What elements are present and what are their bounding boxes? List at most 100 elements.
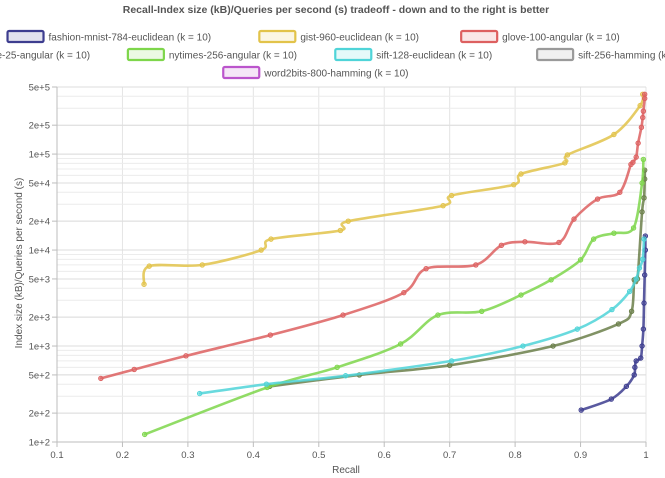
x-tick-label: 1 bbox=[643, 450, 648, 461]
legend-label: glove-100-angular (k = 10) bbox=[502, 33, 620, 44]
series-line bbox=[579, 234, 647, 412]
data-point bbox=[611, 131, 617, 138]
data-point bbox=[520, 343, 526, 349]
data-point bbox=[196, 390, 203, 397]
data-point bbox=[637, 102, 643, 109]
data-point bbox=[511, 181, 517, 188]
data-point bbox=[639, 343, 645, 349]
legend-item-sift-128-euclidean: sift-128-euclidean (k = 10) bbox=[334, 47, 492, 62]
data-point bbox=[615, 321, 622, 327]
x-axis-label: Recall bbox=[332, 465, 360, 476]
y-tick-label: 5e+2 bbox=[29, 370, 50, 381]
x-tick-label: 0.6 bbox=[378, 450, 391, 461]
data-point bbox=[640, 114, 646, 121]
series-line bbox=[198, 237, 646, 395]
data-point bbox=[473, 262, 479, 268]
data-point bbox=[611, 230, 617, 236]
data-point bbox=[401, 289, 407, 296]
data-point bbox=[435, 312, 441, 318]
data-point bbox=[617, 189, 623, 195]
series-line bbox=[143, 158, 645, 436]
legend-label: nytimes-256-angular (k = 10) bbox=[169, 51, 297, 62]
legend-label: gist-960-euclidean (k = 10) bbox=[300, 33, 419, 44]
data-point bbox=[345, 218, 351, 224]
y-tick-label: 2e+4 bbox=[29, 217, 50, 228]
legend-swatch bbox=[460, 29, 499, 44]
data-point bbox=[562, 160, 568, 166]
legend-item-sift-256-hamming: sift-256-hamming (k = 10) bbox=[536, 47, 665, 62]
data-point bbox=[641, 195, 647, 201]
x-tick-label: 0.4 bbox=[247, 450, 260, 461]
data-point bbox=[577, 257, 584, 263]
data-point bbox=[479, 308, 485, 315]
legend-item-glove-25-angular: glove-25-angular (k = 10) bbox=[0, 51, 90, 62]
data-point bbox=[98, 375, 104, 382]
legend-swatch bbox=[536, 47, 575, 62]
data-point bbox=[630, 159, 636, 166]
data-point bbox=[550, 343, 556, 349]
data-point bbox=[423, 265, 429, 272]
legend-label: sift-256-hamming (k = 10) bbox=[578, 51, 665, 62]
data-point bbox=[267, 332, 274, 338]
data-point bbox=[578, 407, 584, 413]
y-tick-label: 5e+4 bbox=[29, 178, 50, 189]
data-point bbox=[146, 263, 152, 269]
data-point bbox=[641, 272, 648, 278]
legend-swatch bbox=[222, 65, 261, 80]
data-point bbox=[340, 312, 346, 318]
series-glove-100-angular bbox=[98, 91, 648, 382]
data-point bbox=[548, 277, 554, 283]
x-tick-label: 0.7 bbox=[443, 450, 456, 461]
legend-item-gist-960-euclidean: gist-960-euclidean (k = 10) bbox=[258, 29, 419, 44]
data-point bbox=[630, 225, 637, 231]
data-point bbox=[183, 353, 189, 359]
y-axis-label: Index size (kB)/Queries per second (s) bbox=[14, 178, 25, 349]
legend-label: sift-128-euclidean (k = 10) bbox=[376, 51, 492, 62]
data-point bbox=[518, 292, 524, 298]
grid bbox=[56, 86, 647, 443]
data-point bbox=[608, 396, 615, 402]
data-point bbox=[641, 91, 648, 97]
legend: fashion-mnist-784-euclidean (k = 10) gist… bbox=[0, 29, 665, 80]
data-point bbox=[635, 140, 641, 146]
legend-label: glove-25-angular (k = 10) bbox=[0, 51, 90, 62]
data-point bbox=[397, 341, 404, 347]
legend-item-word2bits-800-hamming: word2bits-800-hamming (k = 10) bbox=[222, 65, 408, 80]
data-point bbox=[564, 152, 571, 158]
data-point bbox=[446, 362, 453, 368]
legend-swatch bbox=[6, 29, 45, 44]
data-point bbox=[337, 227, 344, 234]
data-point bbox=[448, 358, 455, 364]
series-line bbox=[142, 93, 645, 286]
y-tick-label: 5e+5 bbox=[29, 83, 50, 94]
data-point bbox=[574, 326, 580, 332]
data-point bbox=[141, 431, 148, 438]
data-point bbox=[342, 373, 349, 379]
data-point bbox=[594, 196, 601, 202]
data-point bbox=[609, 306, 615, 313]
data-point bbox=[626, 288, 633, 295]
y-tick-label: 5e+3 bbox=[29, 274, 50, 285]
data-point bbox=[628, 308, 635, 315]
legend-swatch bbox=[334, 47, 373, 62]
legend-swatch bbox=[126, 47, 165, 62]
data-point bbox=[556, 239, 562, 246]
data-point bbox=[623, 383, 630, 390]
series-sift-128-euclidean bbox=[196, 236, 647, 397]
data-point bbox=[131, 366, 137, 373]
data-point bbox=[633, 358, 639, 364]
data-point bbox=[632, 364, 638, 371]
legend-label: word2bits-800-hamming (k = 10) bbox=[263, 69, 408, 80]
legend-item-glove-100-angular: glove-100-angular (k = 10) bbox=[460, 29, 620, 44]
y-tick-label: 2e+3 bbox=[29, 313, 50, 324]
data-point bbox=[639, 209, 645, 215]
data-point bbox=[638, 124, 645, 131]
data-point bbox=[522, 239, 528, 245]
x-tick-label: 0.2 bbox=[116, 450, 129, 461]
y-tick-label: 1e+5 bbox=[29, 150, 50, 161]
x-tick-label: 0.8 bbox=[509, 450, 522, 461]
axes: 0.1 0.2 0.3 0.4 0.5 0.6 0.7 0.8 0.9 1 1e+2 2e+2 5e+2… bbox=[29, 83, 649, 462]
data-point bbox=[258, 247, 264, 253]
series-line bbox=[268, 168, 647, 388]
